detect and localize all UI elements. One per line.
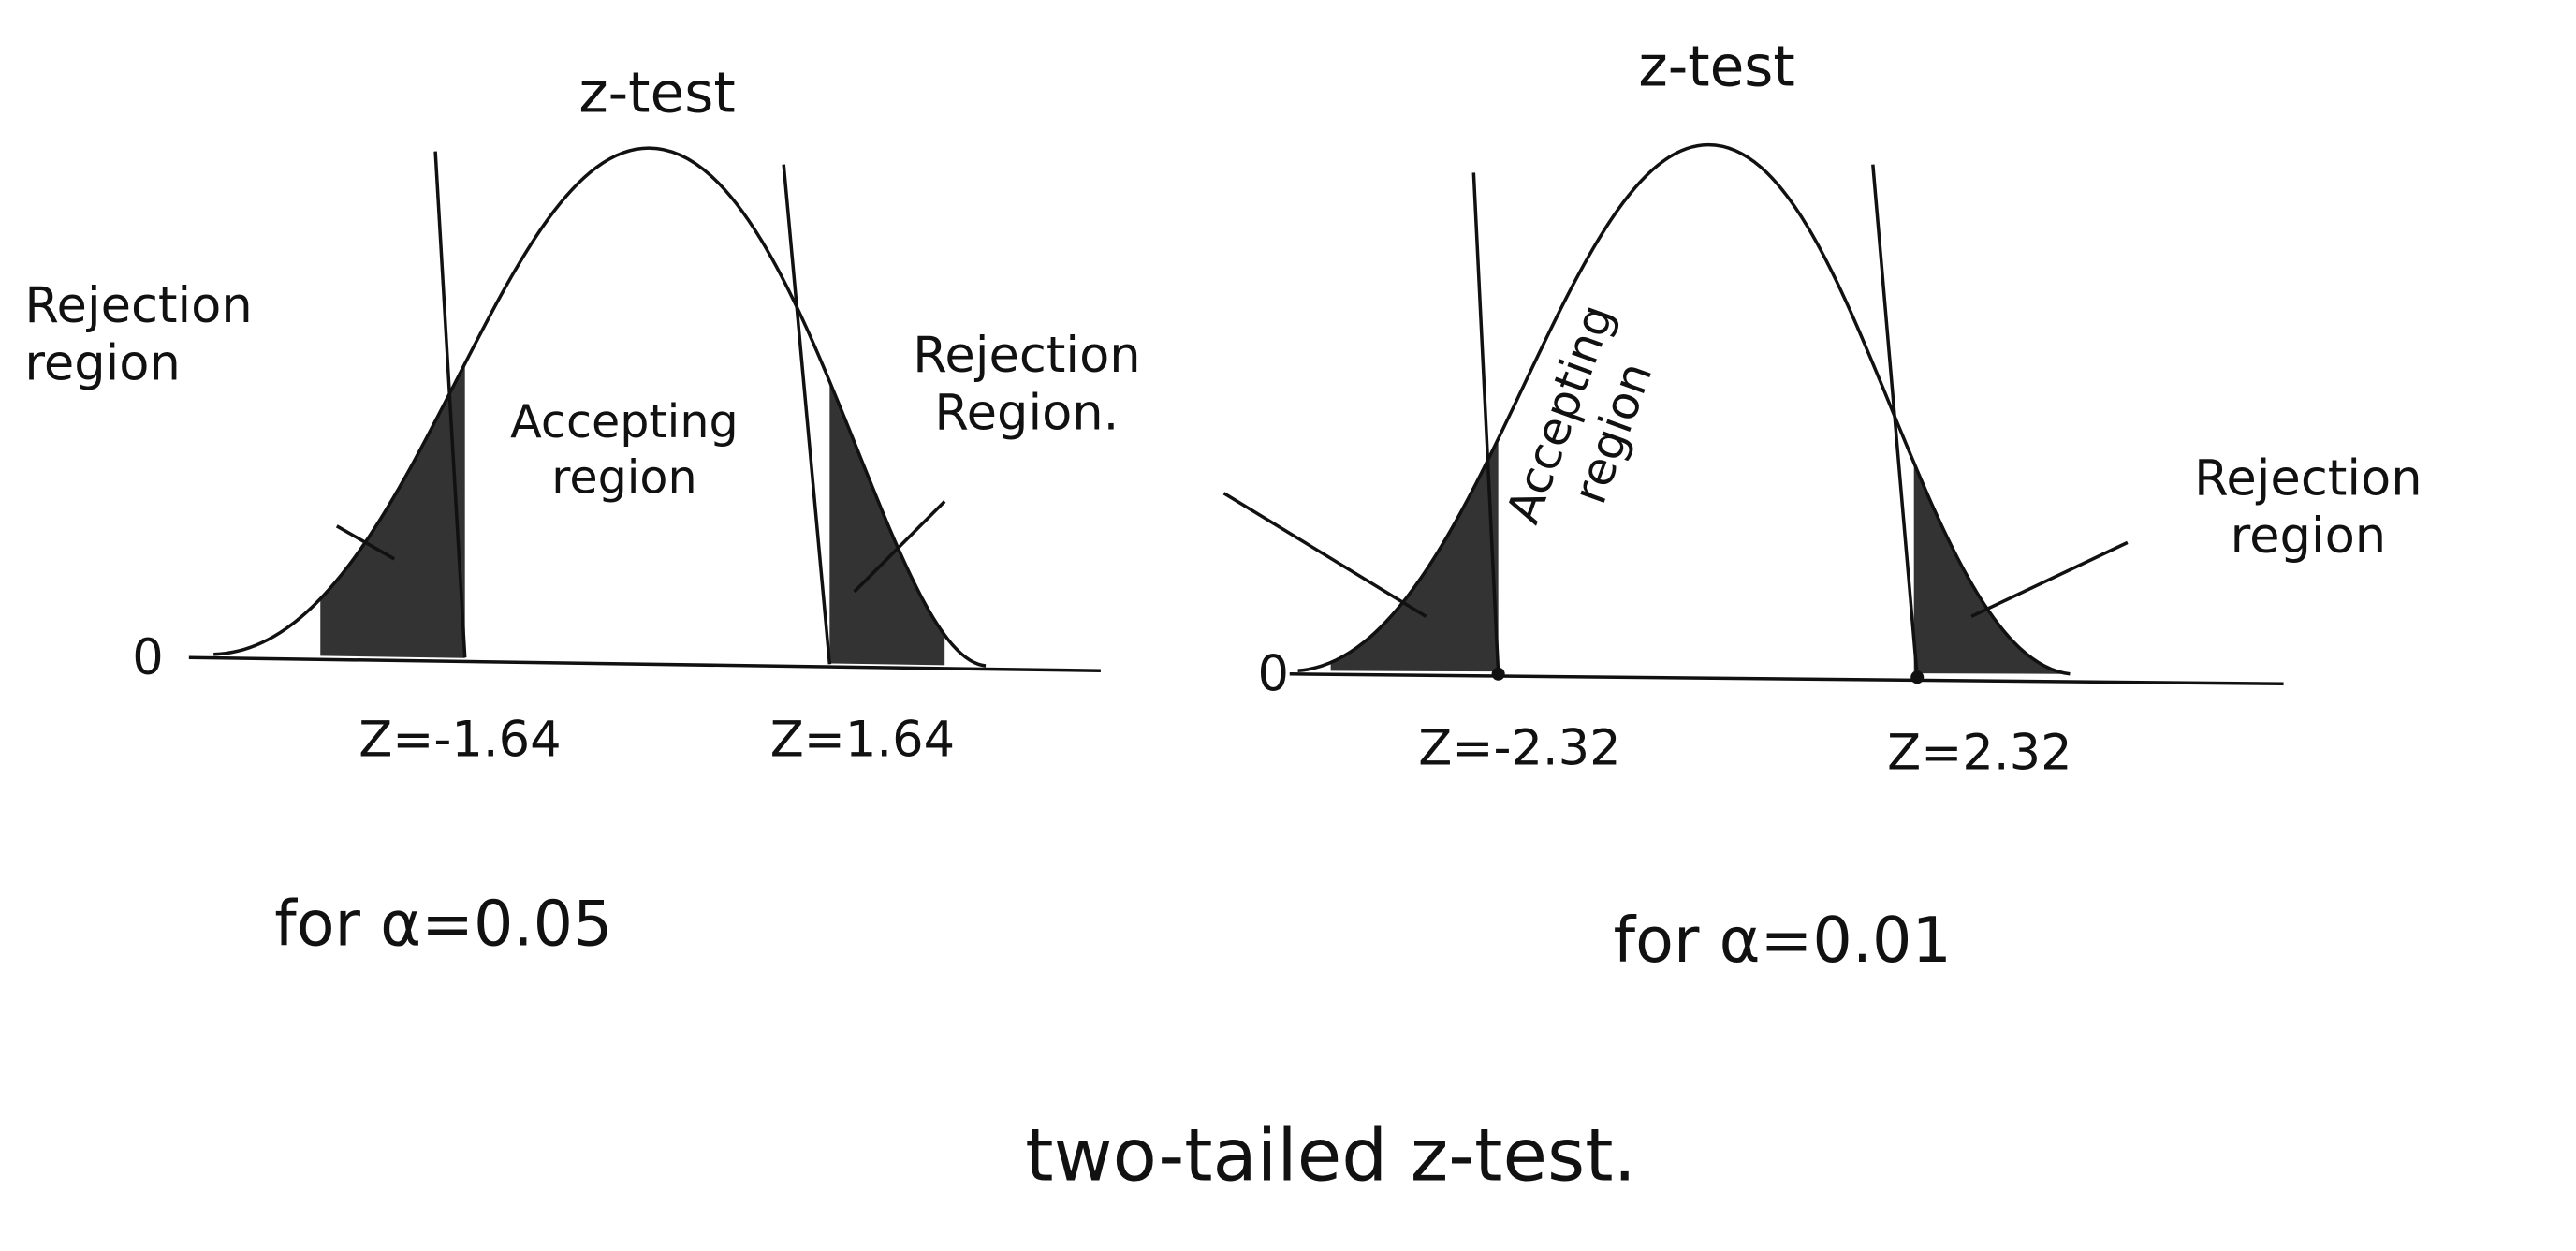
normal-curve <box>213 146 987 668</box>
axis <box>188 655 1101 673</box>
accepting-label: Accepting region <box>510 394 739 505</box>
panel-right: z-test 0 Accepting region Rejection regi… <box>1222 35 2422 977</box>
pointer <box>335 524 396 561</box>
label-box: Rejection Region. <box>913 329 1141 442</box>
rejection-label: Rejection region <box>24 279 253 392</box>
pointer <box>1222 492 1427 618</box>
pointer <box>1970 540 2129 618</box>
z-value: Z=2.32 <box>1887 725 2071 782</box>
z-value: Z=-1.64 <box>359 712 561 769</box>
point <box>1491 667 1505 681</box>
footer: two-tailed z-test. <box>1025 1113 1636 1198</box>
title: z-test <box>578 62 735 126</box>
panel-left: z-test 0 Rejection region Accepting regi… <box>24 62 1141 961</box>
caption: for α=0.01 <box>1614 904 1952 977</box>
pointer <box>853 500 946 594</box>
rejection-label: Rejection region <box>2194 451 2422 566</box>
critical-line <box>1471 172 1500 674</box>
label-box: Accepting region <box>510 394 739 505</box>
origin: 0 <box>132 629 164 686</box>
rejection-shade <box>320 363 465 658</box>
normal-curve <box>1297 142 2071 676</box>
rejection-shade <box>1913 463 2062 674</box>
critical-line <box>433 151 467 658</box>
rejection-shade <box>1330 438 1499 672</box>
z-value: Z=1.64 <box>770 712 955 769</box>
label-box: Rejection region <box>24 279 253 392</box>
critical-line <box>782 164 832 665</box>
caption: for α=0.05 <box>274 887 612 960</box>
label-box: Rejection region <box>2194 451 2422 566</box>
point <box>1910 670 1925 684</box>
rejection-label: Rejection Region. <box>913 329 1141 442</box>
axis <box>1289 672 2284 686</box>
critical-line <box>1871 164 1919 678</box>
origin: 0 <box>1257 645 1289 702</box>
z-value: Z=-2.32 <box>1418 719 1620 776</box>
title: z-test <box>1638 35 1794 99</box>
